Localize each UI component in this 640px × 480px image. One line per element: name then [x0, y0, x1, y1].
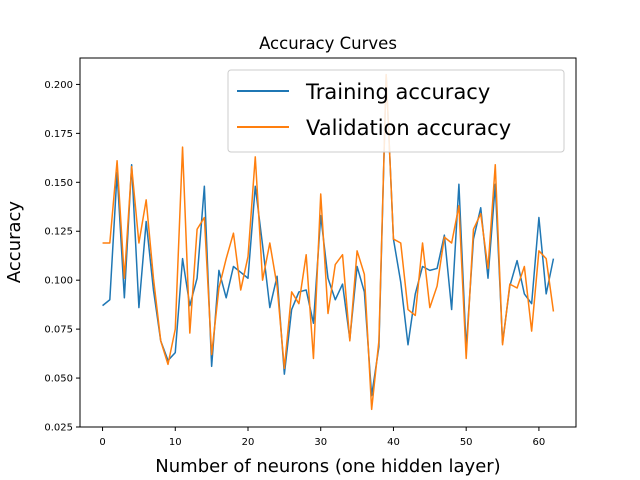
x-tick-label: 20 [242, 437, 255, 448]
y-tick-label: 0.125 [44, 227, 73, 238]
x-tick-label: 60 [533, 437, 546, 448]
series-lines [102, 73, 555, 411]
y-tick-label: 0.100 [44, 276, 73, 287]
y-tick-label: 0.075 [44, 325, 73, 336]
x-tick-label: 0 [99, 437, 105, 448]
legend-label-validation: Validation accuracy [306, 116, 511, 140]
legend: Training accuracy Validation accuracy [227, 69, 565, 153]
x-tick-label: 40 [387, 437, 400, 448]
y-tick-label: 0.050 [44, 374, 73, 385]
y-tick-label: 0.025 [44, 423, 73, 434]
plot-area-frame [79, 57, 577, 428]
y-axis-ticks: 0.025 0.050 0.075 0.100 0.125 0.150 0.175 0.200 [44, 80, 80, 434]
y-tick-label: 0.175 [44, 129, 73, 140]
legend-box [227, 69, 565, 153]
validation-accuracy-line [102, 73, 555, 411]
y-tick-label: 0.200 [44, 80, 73, 91]
x-tick-label: 10 [169, 437, 182, 448]
chart-title: Accuracy Curves [259, 34, 397, 53]
y-axis-title: Accuracy [4, 201, 25, 284]
x-tick-label: 50 [460, 437, 473, 448]
x-tick-label: 30 [314, 437, 327, 448]
x-axis-title: Number of neurons (one hidden layer) [155, 456, 500, 477]
x-axis-ticks: 0 10 20 30 40 50 60 [99, 427, 545, 448]
legend-label-training: Training accuracy [305, 80, 490, 104]
y-tick-label: 0.150 [44, 178, 73, 189]
